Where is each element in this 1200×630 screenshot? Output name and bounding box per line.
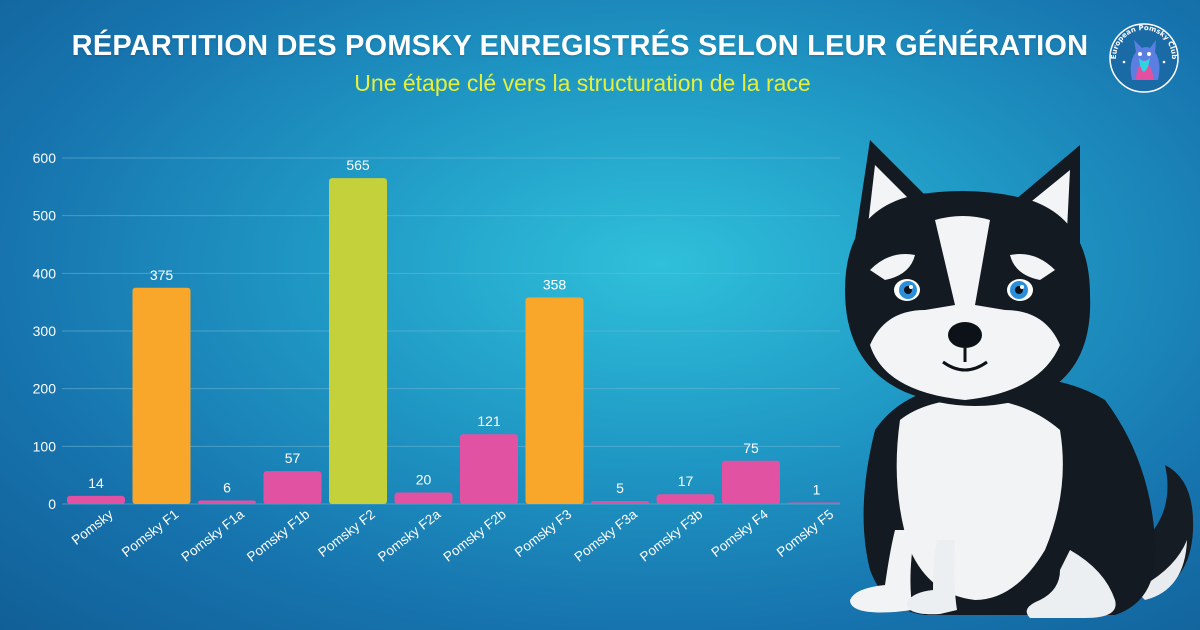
bar-pomsky-f4 — [722, 460, 780, 504]
bar-pomsky-f5 — [787, 502, 840, 504]
data-label: 57 — [285, 450, 301, 466]
gridlines — [62, 157, 840, 505]
x-tick-label: Pomsky F1b — [244, 507, 312, 565]
bars — [67, 178, 840, 504]
data-label: 20 — [416, 471, 432, 487]
data-label: 121 — [477, 413, 501, 429]
x-tick-label: Pomsky F3 — [512, 507, 574, 560]
y-tick-label: 0 — [48, 496, 56, 512]
data-labels: 14 375 6 57 565 20 121 358 5 17 75 1 — [88, 157, 820, 497]
data-label: 14 — [88, 475, 104, 491]
bar-pomsky-f1b — [263, 471, 322, 504]
y-tick-label: 500 — [33, 208, 57, 224]
bar-pomsky-f1 — [132, 287, 191, 504]
data-label: 358 — [543, 277, 567, 293]
y-tick-label: 600 — [33, 150, 57, 166]
x-tick-label: Pomsky — [69, 506, 116, 548]
x-tick-label: Pomsky F2b — [440, 507, 508, 565]
bar-pomsky-f3 — [525, 297, 584, 504]
data-label: 565 — [346, 157, 370, 173]
x-tick-label: Pomsky F4 — [708, 506, 771, 560]
chart-title: RÉPARTITION DES POMSKY ENREGISTRÉS SELON… — [71, 30, 1089, 62]
x-tick-label: Pomsky F1a — [178, 506, 247, 564]
bar-pomsky-f3b — [656, 494, 715, 504]
x-tick-label: Pomsky F3a — [571, 506, 640, 564]
husky-dog-illustration — [845, 140, 1194, 618]
bar-pomsky-f2b — [460, 434, 518, 504]
data-label: 1 — [813, 482, 821, 498]
y-tick-label: 300 — [33, 323, 57, 339]
bar-pomsky-f1a — [198, 500, 256, 504]
y-tick-label: 400 — [33, 265, 57, 281]
bar-pomsky-f3a — [591, 501, 649, 504]
data-label: 75 — [743, 440, 759, 456]
y-axis-ticks: 0 100 200 300 400 500 600 — [33, 150, 57, 512]
data-label: 17 — [678, 473, 694, 489]
data-label: 6 — [223, 480, 231, 496]
data-label: 5 — [616, 480, 624, 496]
x-tick-label: Pomsky F3b — [637, 507, 705, 565]
y-tick-label: 100 — [33, 438, 57, 454]
x-tick-label: Pomsky F1 — [119, 507, 181, 560]
y-tick-label: 200 — [33, 381, 57, 397]
x-tick-label: Pomsky F2a — [375, 506, 444, 564]
bar-pomsky-f2 — [329, 178, 387, 504]
data-label: 375 — [150, 267, 174, 283]
pomsky-club-badge-icon: European Pomsky Club — [1109, 23, 1179, 93]
chart-subtitle: Une étape clé vers la structuration de l… — [354, 70, 811, 96]
bar-pomsky — [67, 495, 125, 504]
x-tick-label: Pomsky F2 — [315, 507, 377, 560]
bar-pomsky-f2a — [394, 492, 453, 504]
bar-chart: 0 100 200 300 400 500 600 14 375 6 57 565 20 121 358 5… — [33, 150, 840, 564]
